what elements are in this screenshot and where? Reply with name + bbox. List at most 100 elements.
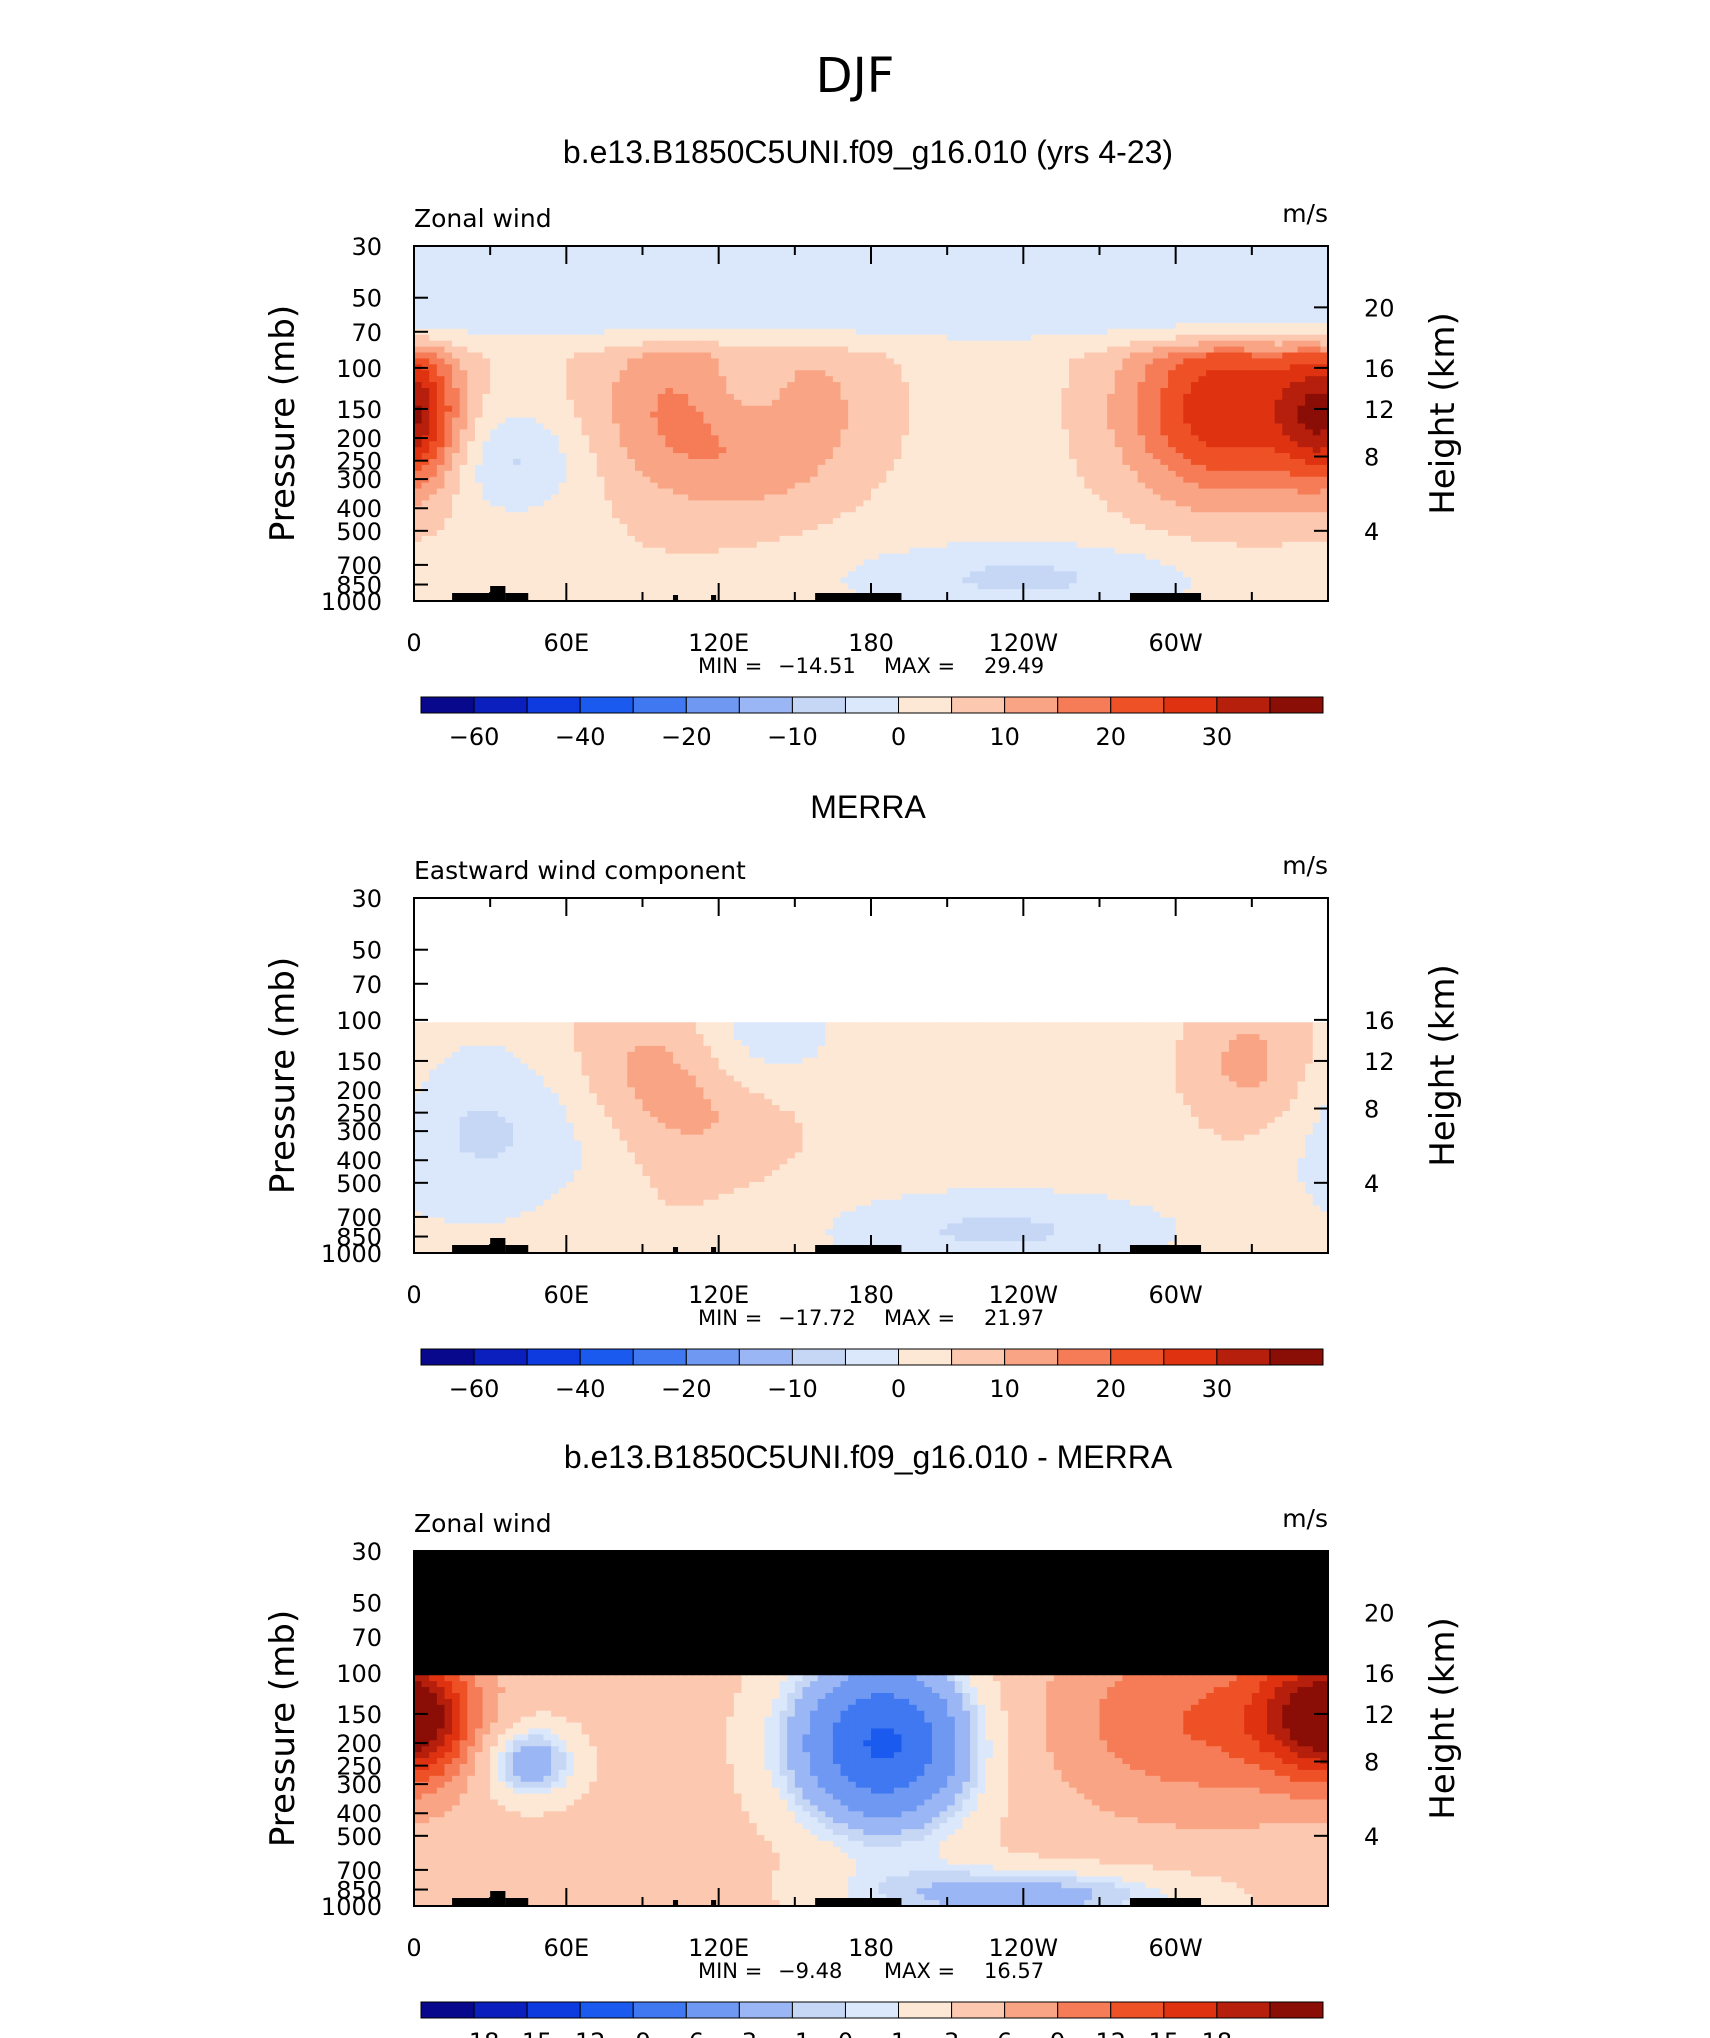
heatmap-cell (818, 441, 826, 448)
heatmap-cell (528, 341, 536, 348)
heatmap-cell (483, 358, 491, 365)
heatmap-cell (917, 489, 925, 496)
heatmap-cell (1107, 264, 1115, 271)
heatmap-cell (894, 441, 902, 448)
heatmap-cell (795, 424, 803, 431)
heatmap-cell (460, 252, 468, 259)
heatmap-cell (703, 293, 711, 300)
heatmap-cell (1244, 471, 1252, 478)
heatmap-cell (414, 400, 422, 407)
heatmap-cell (1199, 382, 1207, 389)
heatmap-cell (1100, 412, 1108, 419)
heatmap-cell (1275, 341, 1283, 348)
heatmap-cell (521, 287, 529, 294)
heatmap-cell (460, 276, 468, 283)
heatmap-cell (1259, 347, 1267, 354)
heatmap-cell (993, 441, 1001, 448)
heatmap-cell (574, 276, 582, 283)
heatmap-cell (764, 311, 772, 318)
heatmap-cell (513, 376, 521, 383)
heatmap-cell (841, 258, 849, 265)
heatmap-cell (559, 453, 567, 460)
heatmap-cell (901, 471, 909, 478)
heatmap-cell (1000, 429, 1008, 436)
heatmap-cell (1168, 335, 1176, 342)
heatmap-cell (719, 335, 727, 342)
heatmap-cell (1275, 276, 1283, 283)
heatmap-cell (901, 394, 909, 401)
heatmap-cell (1008, 353, 1016, 360)
heatmap-cell (802, 335, 810, 342)
heatmap-cell (1199, 394, 1207, 401)
heatmap-cell (643, 471, 651, 478)
heatmap-cell (879, 252, 887, 259)
heatmap-cell (551, 483, 559, 490)
heatmap-cell (825, 323, 833, 330)
heatmap-cell (1069, 347, 1077, 354)
heatmap-cell (505, 382, 513, 389)
heatmap-cell (559, 382, 567, 389)
heatmap-cell (1290, 258, 1298, 265)
heatmap-cell (604, 258, 612, 265)
heatmap-cell (1168, 459, 1176, 466)
heatmap-cell (1206, 270, 1214, 277)
heatmap-cell (612, 311, 620, 318)
heatmap-cell (1305, 418, 1313, 425)
heatmap-cell (742, 364, 750, 371)
heatmap-cell (1290, 323, 1298, 330)
heatmap-cell (1191, 317, 1199, 324)
heatmap-cell (818, 400, 826, 407)
heatmap-cell (1115, 276, 1123, 283)
heatmap-cell (818, 317, 826, 324)
heatmap-cell (711, 435, 719, 442)
heatmap-cell (505, 471, 513, 478)
heatmap-cell (1153, 400, 1161, 407)
heatmap-cell (985, 388, 993, 395)
heatmap-cell (772, 347, 780, 354)
heatmap-cell (1153, 258, 1161, 265)
heatmap-cell (795, 453, 803, 460)
heatmap-cell (1130, 424, 1138, 431)
heatmap-cell (848, 341, 856, 348)
heatmap-cell (1252, 447, 1260, 454)
heatmap-cell (582, 465, 590, 472)
heatmap-cell (848, 406, 856, 413)
heatmap-cell (749, 335, 757, 342)
heatmap-cell (498, 388, 506, 395)
heatmap-cell (1069, 400, 1077, 407)
heatmap-cell (1069, 406, 1077, 413)
heatmap-cell (1237, 276, 1245, 283)
heatmap-cell (643, 287, 651, 294)
heatmap-cell (924, 358, 932, 365)
heatmap-cell (1061, 299, 1069, 306)
heatmap-cell (825, 388, 833, 395)
heatmap-cell (719, 400, 727, 407)
heatmap-cell (1191, 293, 1199, 300)
heatmap-cell (1023, 347, 1031, 354)
heatmap-cell (863, 264, 871, 271)
heatmap-cell (521, 264, 529, 271)
heatmap-cell (1069, 335, 1077, 342)
heatmap-cell (460, 323, 468, 330)
heatmap-cell (924, 252, 932, 259)
heatmap-cell (681, 370, 689, 377)
heatmap-cell (1282, 353, 1290, 360)
heatmap-cell (1176, 400, 1184, 407)
heatmap-cell (1282, 394, 1290, 401)
heatmap-cell (429, 418, 437, 425)
heatmap-cell (566, 453, 574, 460)
heatmap-cell (1199, 465, 1207, 472)
heatmap-cell (742, 435, 750, 442)
heatmap-cell (818, 394, 826, 401)
heatmap-cell (1046, 282, 1054, 289)
heatmap-cell (734, 358, 742, 365)
heatmap-cell (513, 258, 521, 265)
heatmap-cell (620, 465, 628, 472)
heatmap-cell (543, 311, 551, 318)
heatmap-cell (422, 293, 430, 300)
heatmap-cell (467, 394, 475, 401)
heatmap-cell (962, 388, 970, 395)
heatmap-cell (688, 270, 696, 277)
heatmap-cell (1115, 412, 1123, 419)
heatmap-cell (1115, 376, 1123, 383)
